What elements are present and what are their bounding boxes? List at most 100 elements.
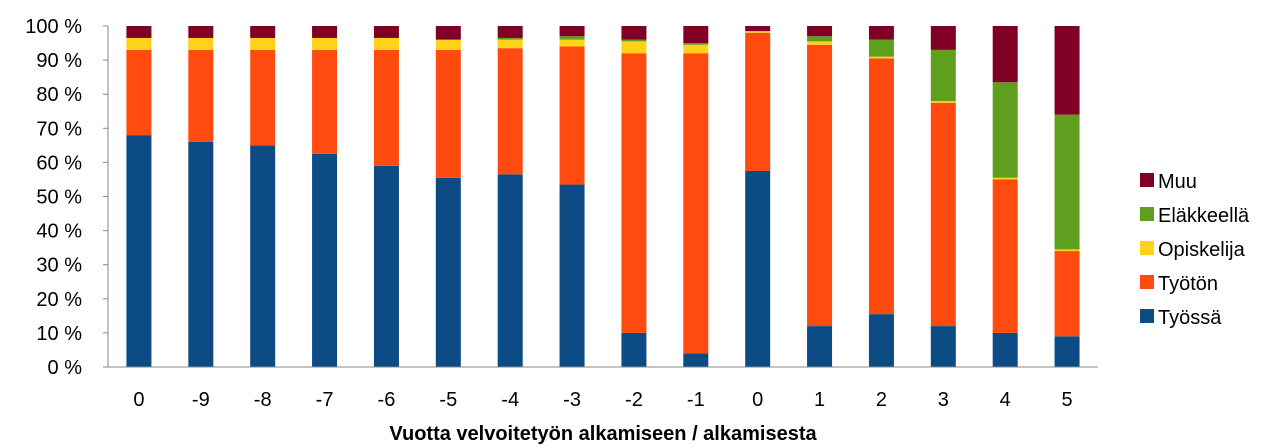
y-tick-label: 80 % bbox=[36, 84, 82, 106]
bar-segment-työssä-0 bbox=[126, 135, 152, 367]
bar-segment-työtön-13 bbox=[930, 102, 956, 327]
bar-segment-muu-6 bbox=[497, 26, 523, 38]
legend-label: Työssä bbox=[1158, 307, 1222, 329]
y-tick-label: 60 % bbox=[36, 152, 82, 174]
bar-segment-muu-11 bbox=[807, 26, 833, 37]
y-tick-label: 20 % bbox=[36, 289, 82, 311]
bar-segment-työtön-9 bbox=[683, 53, 709, 354]
legend-label: Muu bbox=[1158, 171, 1197, 193]
bar-segment-muu-12 bbox=[868, 26, 894, 40]
y-tick-label: 10 % bbox=[36, 323, 82, 345]
bar-segment-työtön-12 bbox=[868, 58, 894, 315]
bar-segment-työssä-12 bbox=[868, 314, 894, 367]
bar-segment-muu-15 bbox=[1054, 26, 1080, 115]
x-tick-label: -3 bbox=[563, 389, 581, 411]
bar-segment-työssä-1 bbox=[188, 141, 214, 367]
bar-segment-työssä-7 bbox=[559, 184, 585, 367]
x-tick-label: 1 bbox=[814, 389, 825, 411]
bar-segment-työssä-5 bbox=[435, 177, 461, 367]
bar-segment-työtön-0 bbox=[126, 49, 152, 136]
y-tick-label: 100 % bbox=[25, 16, 82, 38]
x-tick-label: -4 bbox=[501, 389, 519, 411]
x-axis-title: Vuotta velvoitetyön alkamiseen / alkamis… bbox=[389, 423, 817, 445]
bar-segment-muu-13 bbox=[930, 26, 956, 50]
bar-segment-työtön-4 bbox=[373, 49, 399, 166]
bar-segment-eläkkeellä-6 bbox=[497, 37, 523, 40]
x-tick-label: -8 bbox=[254, 389, 272, 411]
bar-segment-eläkkeellä-12 bbox=[868, 39, 894, 57]
x-tick-label: -6 bbox=[378, 389, 396, 411]
bar-segment-opiskelija-3 bbox=[312, 37, 338, 50]
y-tick-label: 0 % bbox=[48, 357, 83, 379]
bar-segment-opiskelija-5 bbox=[435, 39, 461, 50]
legend-swatch-opiskelija bbox=[1140, 241, 1154, 255]
y-tick-label: 40 % bbox=[36, 221, 82, 243]
x-tick-label: -1 bbox=[687, 389, 705, 411]
x-tick-label: 5 bbox=[1062, 389, 1073, 411]
bar-segment-muu-5 bbox=[435, 26, 461, 40]
bar-segment-työssä-8 bbox=[621, 332, 647, 367]
bar-segment-työssä-10 bbox=[745, 170, 771, 367]
bar-segment-opiskelija-9 bbox=[683, 44, 709, 54]
y-tick-label: 90 % bbox=[36, 50, 82, 72]
legend-label: Työtön bbox=[1158, 273, 1218, 295]
bar-segment-muu-0 bbox=[126, 26, 152, 38]
bar-segment-eläkkeellä-8 bbox=[621, 39, 647, 42]
axes bbox=[103, 25, 1098, 368]
bar-segment-opiskelija-10 bbox=[745, 31, 771, 33]
y-tick-label: 30 % bbox=[36, 255, 82, 277]
bar-segment-opiskelija-15 bbox=[1054, 249, 1080, 252]
x-tick-label: 0 bbox=[133, 389, 144, 411]
bar-segment-muu-10 bbox=[745, 26, 771, 32]
bar-segment-muu-2 bbox=[250, 26, 276, 38]
bar-segment-opiskelija-11 bbox=[807, 41, 833, 45]
bar-segment-eläkkeellä-9 bbox=[683, 43, 709, 45]
bar-segment-työtön-2 bbox=[250, 49, 276, 146]
bar-segment-muu-4 bbox=[373, 26, 399, 38]
bar-segment-opiskelija-1 bbox=[188, 37, 214, 50]
bar-segment-eläkkeellä-15 bbox=[1054, 114, 1080, 250]
bar-segment-työssä-13 bbox=[930, 326, 956, 367]
legend-label: Opiskelija bbox=[1158, 239, 1246, 261]
bar-segment-opiskelija-7 bbox=[559, 39, 585, 47]
bar-segment-työtön-11 bbox=[807, 44, 833, 327]
bar-segment-eläkkeellä-7 bbox=[559, 36, 585, 40]
x-tick-label: -7 bbox=[316, 389, 334, 411]
legend-swatch-eläkkeellä bbox=[1140, 207, 1154, 221]
bar-segment-muu-3 bbox=[312, 26, 338, 38]
legend-label: Eläkkeellä bbox=[1158, 205, 1250, 227]
bar-segment-työtön-3 bbox=[312, 49, 338, 154]
y-tick-label: 50 % bbox=[36, 187, 82, 209]
bar-segment-työssä-15 bbox=[1054, 336, 1080, 367]
y-tick-labels: 0 % 10 % 20 % 30 % 40 % 50 % 60 % 70 % 80 % 90 % 1… bbox=[25, 16, 82, 379]
bar-segment-työtön-8 bbox=[621, 53, 647, 333]
bar-segment-työtön-6 bbox=[497, 48, 523, 175]
bar-segment-muu-7 bbox=[559, 26, 585, 37]
legend-swatch-työssä bbox=[1140, 309, 1154, 323]
bar-segment-opiskelija-14 bbox=[992, 177, 1018, 180]
bar-segment-työtön-10 bbox=[745, 32, 771, 171]
bar-segment-opiskelija-4 bbox=[373, 37, 399, 50]
bar-segment-työtön-14 bbox=[992, 179, 1018, 333]
bar-segment-työssä-3 bbox=[312, 153, 338, 368]
x-tick-label: -5 bbox=[439, 389, 457, 411]
x-tick-label: 2 bbox=[876, 389, 887, 411]
bar-segment-opiskelija-6 bbox=[497, 39, 523, 49]
x-tick-labels: 0 -9 -8 -7 -6 -5 -4 -3 -2 -1 0 1 2 3 4 5 bbox=[133, 389, 1072, 411]
bar-segment-opiskelija-2 bbox=[250, 37, 276, 50]
bar-segment-työssä-6 bbox=[497, 174, 523, 367]
bar-segment-opiskelija-8 bbox=[621, 41, 647, 54]
legend-swatch-muu bbox=[1140, 173, 1154, 187]
bar-segment-työtön-1 bbox=[188, 49, 214, 142]
legend: Muu Eläkkeellä Opiskelija Työtön Työssä bbox=[1140, 171, 1250, 329]
bar-segment-työssä-2 bbox=[250, 145, 276, 367]
bar-segment-työtön-5 bbox=[435, 49, 461, 178]
bar-segment-työssä-9 bbox=[683, 353, 709, 367]
bar-segment-muu-14 bbox=[992, 26, 1018, 83]
y-tick-label: 70 % bbox=[36, 118, 82, 140]
bar-segment-opiskelija-13 bbox=[930, 101, 956, 103]
plot-area bbox=[126, 26, 1080, 368]
bar-segment-eläkkeellä-11 bbox=[807, 36, 833, 42]
